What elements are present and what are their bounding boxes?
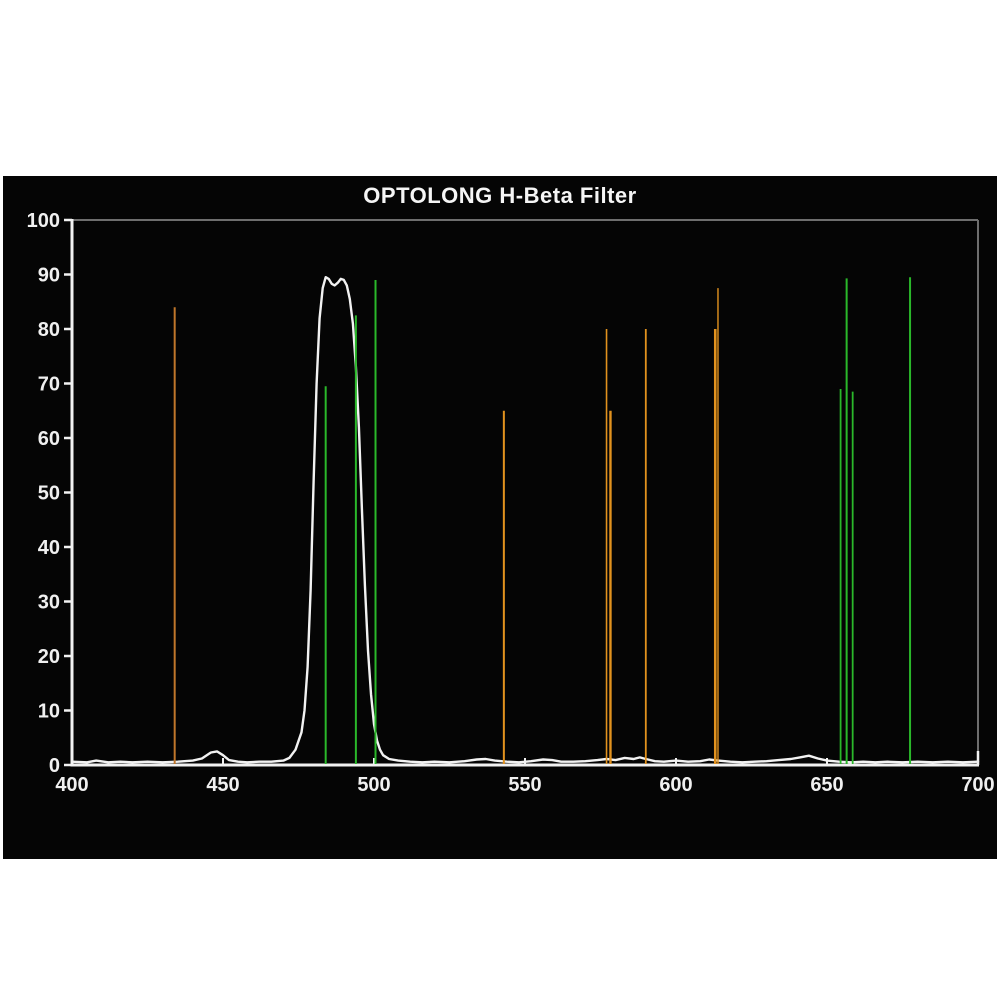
y-axis-tick-label: 80 [38, 319, 60, 341]
y-axis-tick-label: 70 [38, 374, 60, 396]
x-axis-tick-label: 600 [659, 774, 692, 796]
x-axis-tick-label: 400 [55, 774, 88, 796]
x-axis-tick-label: 450 [206, 774, 239, 796]
y-axis-tick-label: 100 [27, 210, 60, 232]
y-axis-tick-label: 10 [38, 701, 60, 723]
x-axis-tick-label: 700 [961, 774, 994, 796]
y-axis-tick-label: 40 [38, 537, 60, 559]
y-axis-tick-label: 0 [49, 755, 60, 777]
y-axis-tick-label: 20 [38, 646, 60, 668]
x-axis-tick-label: 550 [508, 774, 541, 796]
x-axis-tick-label: 500 [357, 774, 390, 796]
y-axis-tick-label: 30 [38, 592, 60, 614]
y-axis-tick-label: 50 [38, 483, 60, 505]
x-axis-tick-label: 650 [810, 774, 843, 796]
transmission-curve [70, 275, 980, 764]
chart-title: OPTOLONG H-Beta Filter [363, 183, 637, 208]
chart-panel: OPTOLONG H-Beta Filter 0 10 20 30 40 50 60 70 80… [3, 176, 997, 859]
y-axis-tick-label: 60 [38, 428, 60, 450]
spectrum-plot: 0 10 20 30 40 50 60 70 80 90 100 400 450 500 550 600 650… [27, 210, 995, 796]
y-axis-tick-label: 90 [38, 265, 60, 287]
